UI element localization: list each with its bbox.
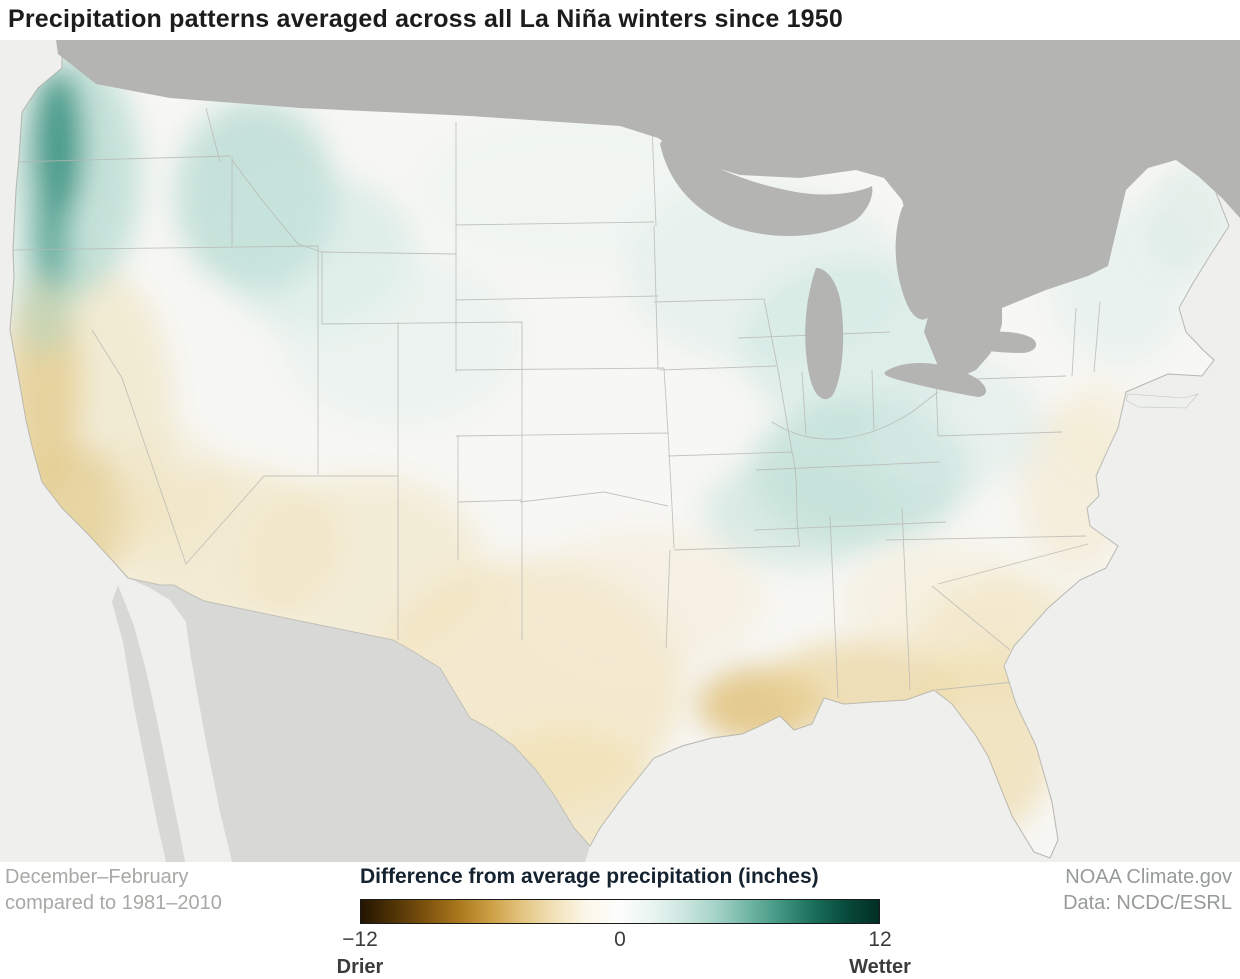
long-island	[1125, 393, 1199, 409]
lake-erie	[884, 363, 987, 397]
credit-line2: Data: NCDC/ESRL	[1063, 892, 1232, 914]
period-line2: compared to 1981–2010	[5, 892, 222, 914]
legend-ticks: −12 0 12	[342, 928, 891, 956]
canada-landmass	[56, 40, 1240, 378]
state-borders	[10, 107, 1101, 699]
credit-line1: NOAA Climate.gov	[1065, 866, 1232, 888]
mexico-landmass	[128, 578, 590, 862]
period-line1: December–February	[5, 866, 189, 888]
map-container	[0, 40, 1240, 862]
legend-tick-max: 12	[868, 928, 892, 951]
legend-label-wetter: Wetter	[849, 956, 911, 978]
legend-tick-min: −12	[342, 928, 378, 951]
period-note: December–February compared to 1981–2010	[5, 864, 222, 916]
us-outline	[9, 40, 1230, 859]
credits: NOAA Climate.gov Data: NCDC/ESRL	[1063, 864, 1232, 916]
baja-peninsula	[112, 585, 185, 862]
legend-cutoff-row: Drier Wetter	[337, 956, 911, 978]
figure-title: Precipitation patterns averaged across a…	[0, 0, 1240, 40]
footer: December–February compared to 1981–2010 …	[0, 862, 1240, 978]
legend: Difference from average precipitation (i…	[337, 864, 911, 978]
us-precipitation-map	[0, 40, 1240, 862]
lake-huron	[895, 203, 937, 320]
legend-title: Difference from average precipitation (i…	[360, 865, 819, 888]
lake-michigan	[805, 268, 844, 400]
legend-gradient-bar	[360, 899, 880, 924]
legend-label-drier: Drier	[336, 956, 384, 978]
lake-ontario	[956, 331, 1037, 353]
great-lakes	[660, 140, 1037, 400]
lake-superior	[660, 140, 873, 237]
legend-tick-mid: 0	[614, 928, 626, 951]
